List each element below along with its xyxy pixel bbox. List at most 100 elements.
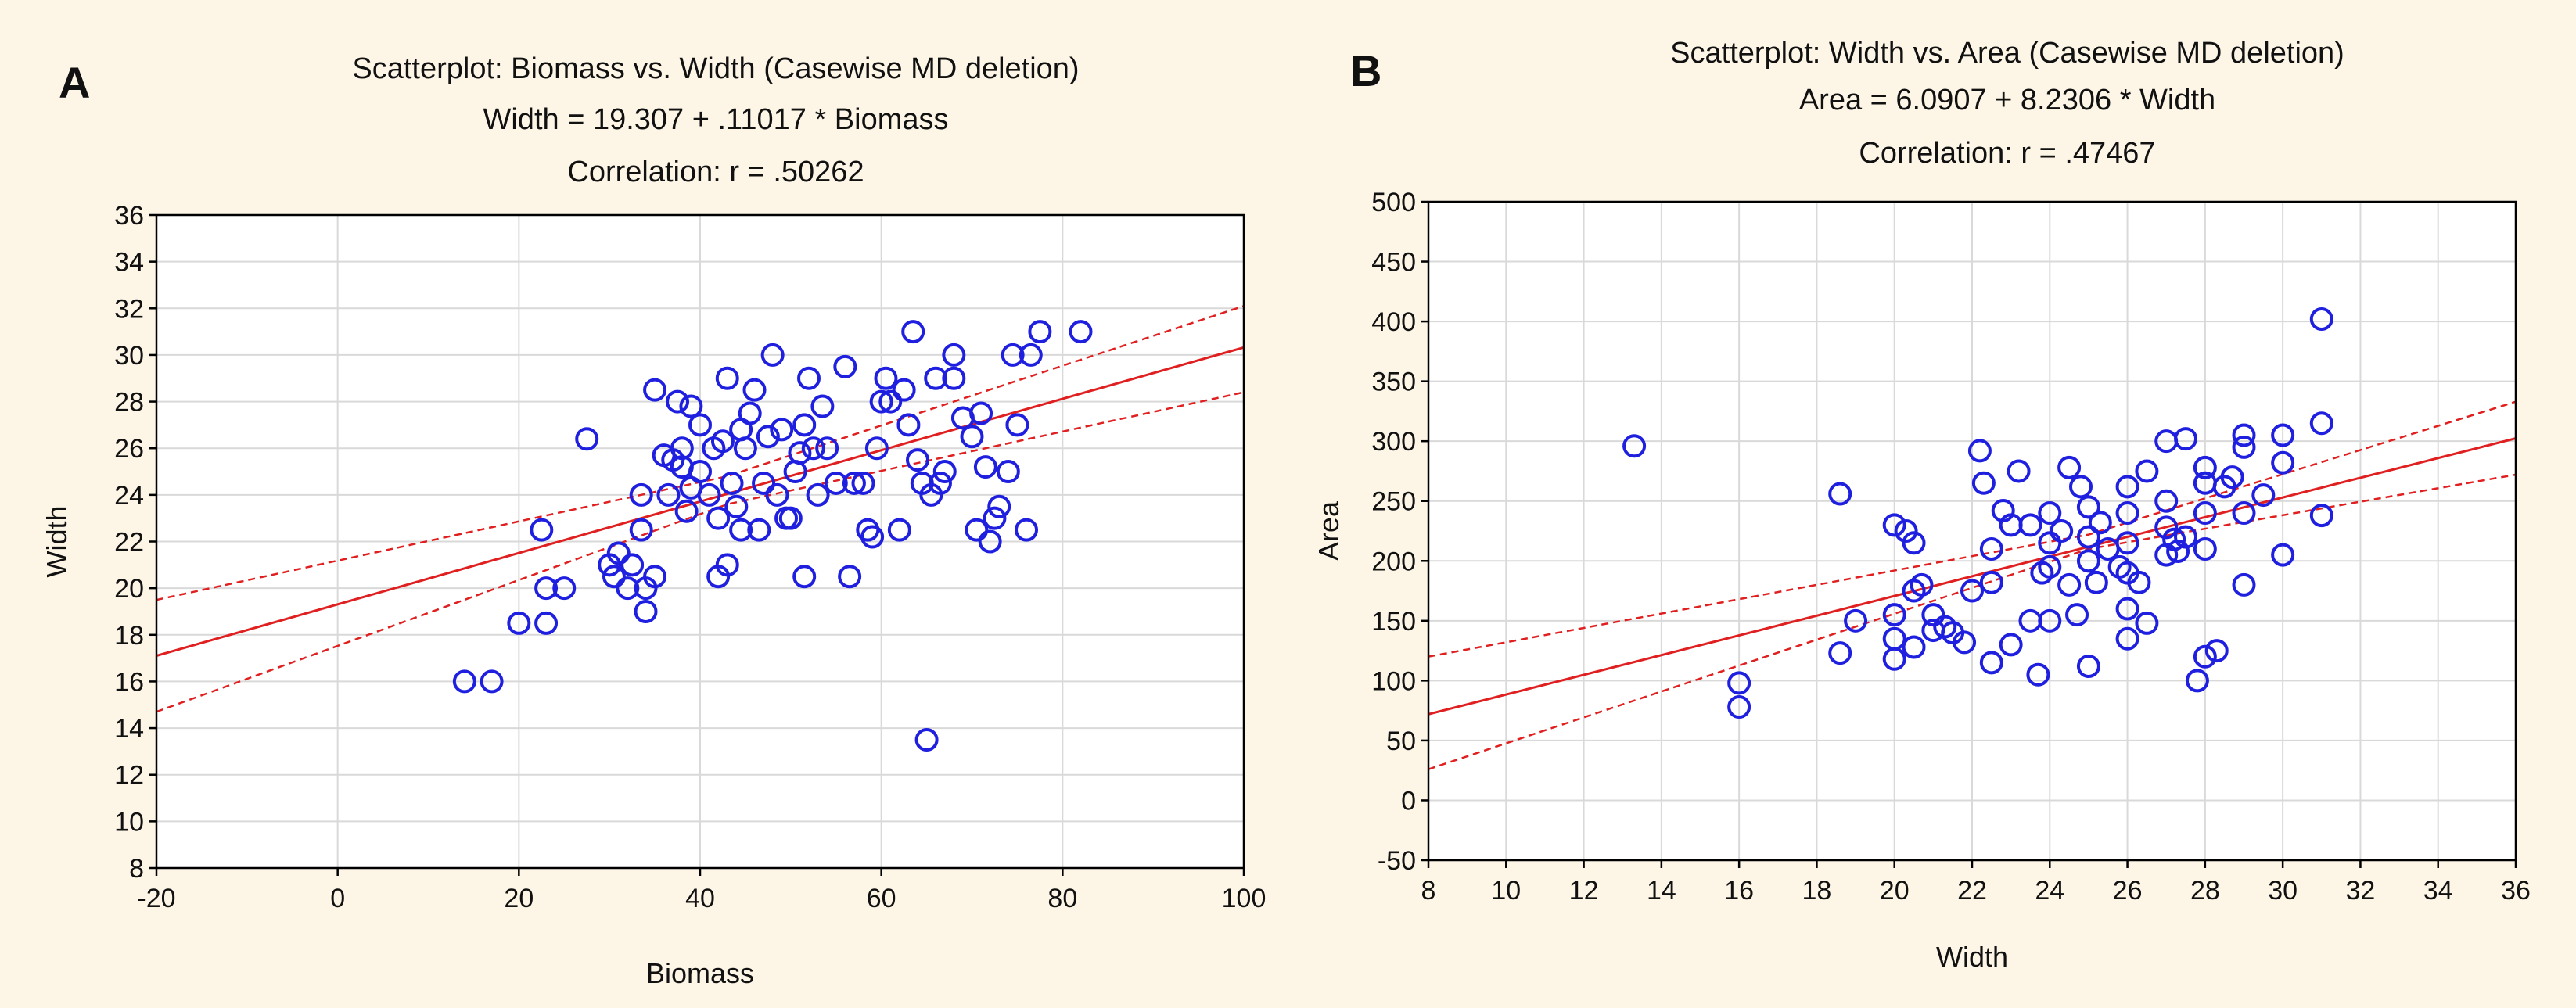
y-tick-label: 300 [1371, 427, 1416, 457]
data-point [1902, 635, 1926, 659]
data-point [942, 343, 966, 367]
data-point [960, 425, 984, 449]
data-point [2220, 465, 2244, 490]
data-point [697, 482, 721, 507]
y-tick-label: 400 [1371, 307, 1416, 337]
data-point [2271, 423, 2295, 447]
y-tick-label: 50 [1386, 726, 1416, 756]
panel-b: B Scatterplot: Width vs. Area (Casewise M… [1288, 0, 2576, 1008]
data-point [1953, 630, 1977, 655]
x-tick-label: 40 [685, 884, 715, 913]
data-point [924, 366, 948, 390]
x-tick-label: 60 [867, 884, 896, 913]
data-point [616, 576, 640, 601]
data-point [643, 378, 667, 402]
data-point [480, 669, 504, 694]
y-tick-label: 0 [1401, 786, 1416, 816]
data-point [2076, 549, 2100, 573]
x-axis-label: Width [1936, 941, 2008, 973]
regression-equation: Area = 6.0907 + 8.2306 * Width [1799, 84, 2215, 117]
data-point [887, 518, 911, 542]
data-point [2154, 489, 2179, 513]
data-point [1028, 320, 1052, 344]
chart-title: Scatterplot: Width vs. Area (Casewise MD… [1670, 37, 2344, 70]
data-point [2271, 543, 2295, 567]
data-point [606, 541, 631, 565]
points [1622, 307, 2333, 719]
data-point [2115, 626, 2139, 651]
data-point [534, 611, 559, 635]
y-tick-label: 200 [1371, 547, 1416, 576]
data-point [1882, 513, 1906, 537]
data-point [2193, 644, 2217, 669]
data-point [629, 518, 653, 542]
data-point [2057, 455, 2082, 479]
data-point [987, 494, 1011, 518]
x-tick-label: 24 [2035, 876, 2064, 906]
tick-marks [149, 213, 1245, 876]
data-point [715, 366, 739, 390]
x-tick-label: 80 [1047, 884, 1077, 913]
data-point [778, 506, 803, 530]
data-point [901, 320, 925, 344]
x-tick-label: 16 [1724, 876, 1754, 906]
points [452, 320, 1093, 752]
data-point [810, 394, 835, 418]
y-tick-label: -50 [1378, 846, 1416, 876]
data-point [1902, 531, 1926, 555]
data-point [634, 599, 658, 623]
data-layer [156, 305, 1244, 752]
data-point [720, 471, 744, 495]
data-point [914, 727, 939, 752]
data-point [2115, 475, 2139, 499]
data-point [2026, 662, 2050, 687]
data-point [452, 669, 476, 694]
data-point [2076, 495, 2100, 519]
data-point [643, 565, 667, 589]
data-point [1015, 518, 1038, 542]
data-point [983, 506, 1007, 530]
data-point [2154, 515, 2179, 540]
data-point [978, 529, 1002, 554]
x-tick-label: 22 [1957, 876, 1987, 906]
x-tick-label: 28 [2190, 876, 2220, 906]
chart-title: Scatterplot: Biomass vs. Width (Casewise… [352, 52, 1079, 85]
x-tick-label: 20 [504, 884, 534, 913]
ci-lower-line [156, 391, 1244, 713]
data-point [670, 436, 694, 461]
ci-upper-line [156, 305, 1244, 601]
data-point [801, 436, 825, 461]
data-point [1001, 343, 1025, 367]
data-point [620, 553, 645, 577]
data-point [2174, 427, 2198, 451]
data-point [656, 482, 681, 507]
data-point [2057, 572, 2082, 597]
x-tick-label: 26 [2113, 876, 2143, 906]
data-point [747, 518, 771, 542]
ci-lower-line [1428, 473, 2516, 770]
data-point [710, 429, 735, 454]
data-point [1971, 471, 1996, 495]
y-tick-label: 16 [114, 667, 144, 697]
data-point [2193, 455, 2217, 479]
data-point [2309, 504, 2333, 528]
data-point [973, 455, 997, 479]
data-point [1019, 343, 1043, 367]
data-point [792, 413, 817, 437]
data-point [1910, 572, 1934, 597]
data-point [602, 565, 626, 589]
ci-upper-line [1428, 400, 2516, 658]
data-point [996, 460, 1020, 484]
data-layer [1428, 307, 2516, 770]
x-tick-label: 10 [1491, 876, 1521, 906]
data-point [932, 460, 957, 484]
data-point [2038, 501, 2062, 526]
data-point [2018, 513, 2042, 537]
data-point [2088, 511, 2112, 535]
y-tick-label: 8 [129, 854, 144, 884]
data-point [906, 448, 929, 472]
data-point [729, 418, 753, 442]
y-tick-label: 34 [114, 248, 144, 278]
data-point [770, 418, 794, 442]
x-tick-label: 36 [2501, 876, 2531, 906]
